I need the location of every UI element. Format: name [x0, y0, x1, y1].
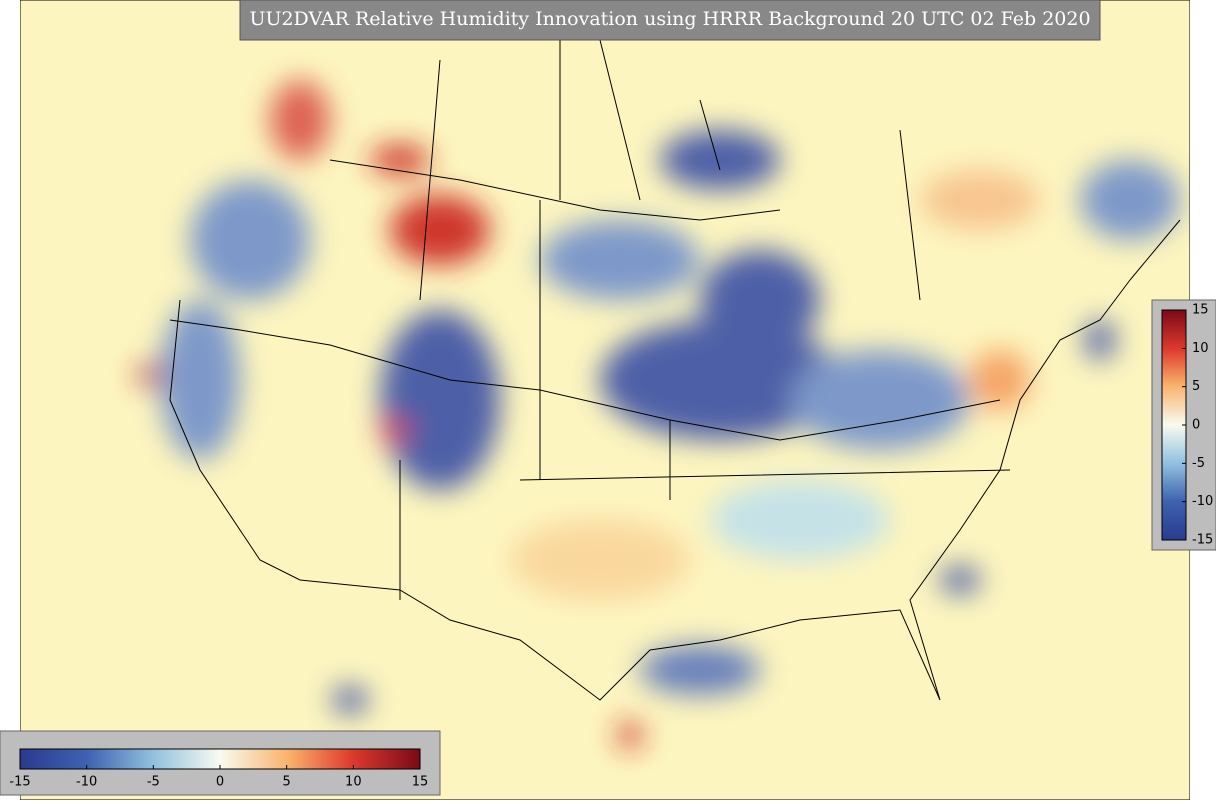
title: UU2DVAR Relative Humidity Innovation usi… — [249, 8, 1090, 30]
map — [20, 0, 1190, 800]
colorbar-horizontal — [0, 730, 441, 796]
tick-label: 5 — [283, 775, 291, 790]
tick-label: -10 — [1192, 494, 1213, 509]
tick-label: 15 — [412, 775, 429, 790]
tick-label: 15 — [1192, 303, 1209, 318]
tick-label: 0 — [216, 775, 224, 790]
title-box: UU2DVAR Relative Humidity Innovation usi… — [239, 0, 1101, 41]
tick-label: -10 — [76, 775, 97, 790]
tick-label: -5 — [1192, 456, 1205, 471]
tick-label: 0 — [1192, 418, 1200, 433]
borders — [169, 39, 1181, 701]
tick-label: 10 — [345, 775, 362, 790]
tick-label: -15 — [1192, 533, 1213, 548]
tick-label: 10 — [1192, 341, 1209, 356]
tick-label: -5 — [147, 775, 160, 790]
tick-label: -15 — [9, 775, 30, 790]
tick-label: 5 — [1192, 379, 1200, 394]
